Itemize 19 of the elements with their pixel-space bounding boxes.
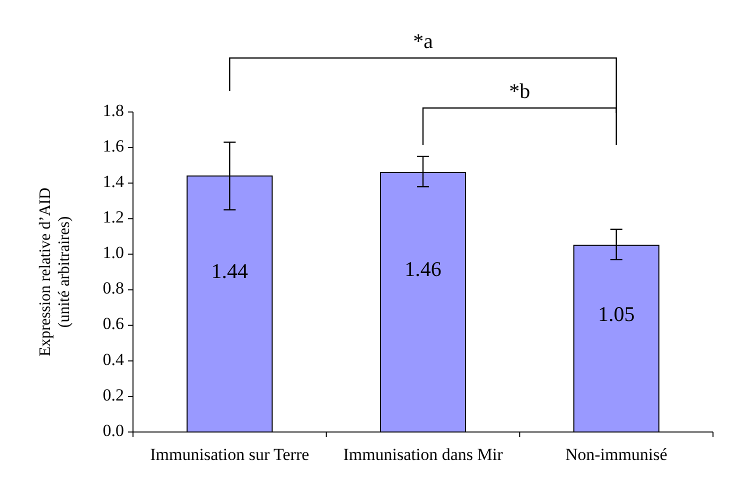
data-label: 1.46 bbox=[404, 256, 442, 281]
text: *a bbox=[413, 29, 434, 53]
y-tick-label: 0.0 bbox=[102, 420, 124, 440]
y-tick-label: 1.2 bbox=[102, 208, 124, 227]
data-label: 1.05 bbox=[598, 302, 635, 326]
y-tick-label: 1.8 bbox=[102, 100, 124, 120]
x-tick-label: Non-immunisé bbox=[565, 445, 668, 464]
x-tick-label: Immunisation dans Mir bbox=[343, 445, 504, 464]
text: *b bbox=[509, 79, 530, 103]
y-tick-label: 1.0 bbox=[102, 243, 124, 262]
y-tick-label: 0.8 bbox=[102, 278, 124, 298]
y-tick-label: 1.6 bbox=[102, 136, 124, 156]
y-axis-title: Expression relative d’AID (unité arbitraires) bbox=[37, 188, 73, 356]
x-tick-label: Immunisation sur Terre bbox=[150, 445, 310, 464]
y-tick-label: 0.6 bbox=[102, 314, 124, 334]
y-tick-label: 0.4 bbox=[102, 350, 124, 369]
data-label: 1.44 bbox=[211, 259, 249, 284]
y-tick-label: 0.2 bbox=[102, 385, 124, 404]
y-tick-label: 1.4 bbox=[102, 172, 124, 192]
